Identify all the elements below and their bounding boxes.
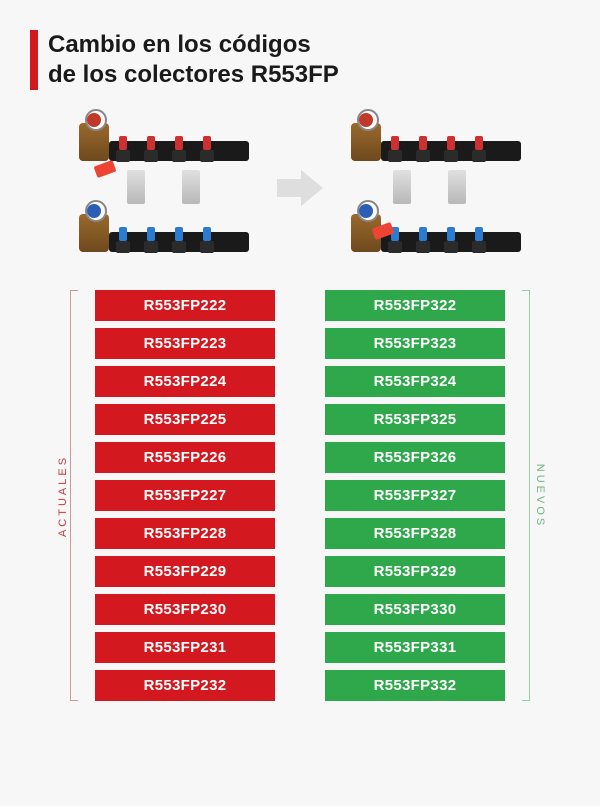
code-old: R553FP230 bbox=[95, 594, 275, 625]
code-old: R553FP229 bbox=[95, 556, 275, 587]
product-comparison bbox=[30, 115, 570, 260]
code-new: R553FP330 bbox=[325, 594, 505, 625]
product-new bbox=[333, 115, 533, 260]
column-label-actuales: ACTUALES bbox=[57, 454, 69, 536]
code-new: R553FP329 bbox=[325, 556, 505, 587]
page-title: Cambio en los códigos de los colectores … bbox=[30, 30, 570, 90]
code-old: R553FP223 bbox=[95, 328, 275, 359]
code-old: R553FP228 bbox=[95, 518, 275, 549]
code-old: R553FP232 bbox=[95, 670, 275, 701]
product-old bbox=[67, 115, 267, 260]
code-old: R553FP225 bbox=[95, 404, 275, 435]
code-new: R553FP328 bbox=[325, 518, 505, 549]
code-old: R553FP231 bbox=[95, 632, 275, 663]
code-new: R553FP322 bbox=[325, 290, 505, 321]
bracket-left bbox=[70, 290, 78, 701]
code-new: R553FP324 bbox=[325, 366, 505, 397]
codes-table: ACTUALES NUEVOS R553FP222R553FP223R553FP… bbox=[30, 280, 570, 711]
column-label-nuevos: NUEVOS bbox=[534, 463, 546, 527]
bracket-right bbox=[522, 290, 530, 701]
column-actuales: R553FP222 R553FP223 R553FP224 R553FP225 R553… bbox=[95, 290, 275, 701]
code-new: R553FP332 bbox=[325, 670, 505, 701]
code-old: R553FP227 bbox=[95, 480, 275, 511]
title-line-2: de los colectores R553FP bbox=[48, 61, 339, 88]
code-new: R553FP326 bbox=[325, 442, 505, 473]
arrow-right-icon bbox=[277, 170, 323, 206]
column-nuevos: R553FP322 R553FP323 R553FP324 R553FP325 R553… bbox=[325, 290, 505, 701]
code-old: R553FP226 bbox=[95, 442, 275, 473]
code-old: R553FP224 bbox=[95, 366, 275, 397]
code-new: R553FP323 bbox=[325, 328, 505, 359]
code-new: R553FP331 bbox=[325, 632, 505, 663]
code-new: R553FP325 bbox=[325, 404, 505, 435]
code-new: R553FP327 bbox=[325, 480, 505, 511]
code-old: R553FP222 bbox=[95, 290, 275, 321]
title-line-1: Cambio en los códigos bbox=[48, 31, 311, 58]
